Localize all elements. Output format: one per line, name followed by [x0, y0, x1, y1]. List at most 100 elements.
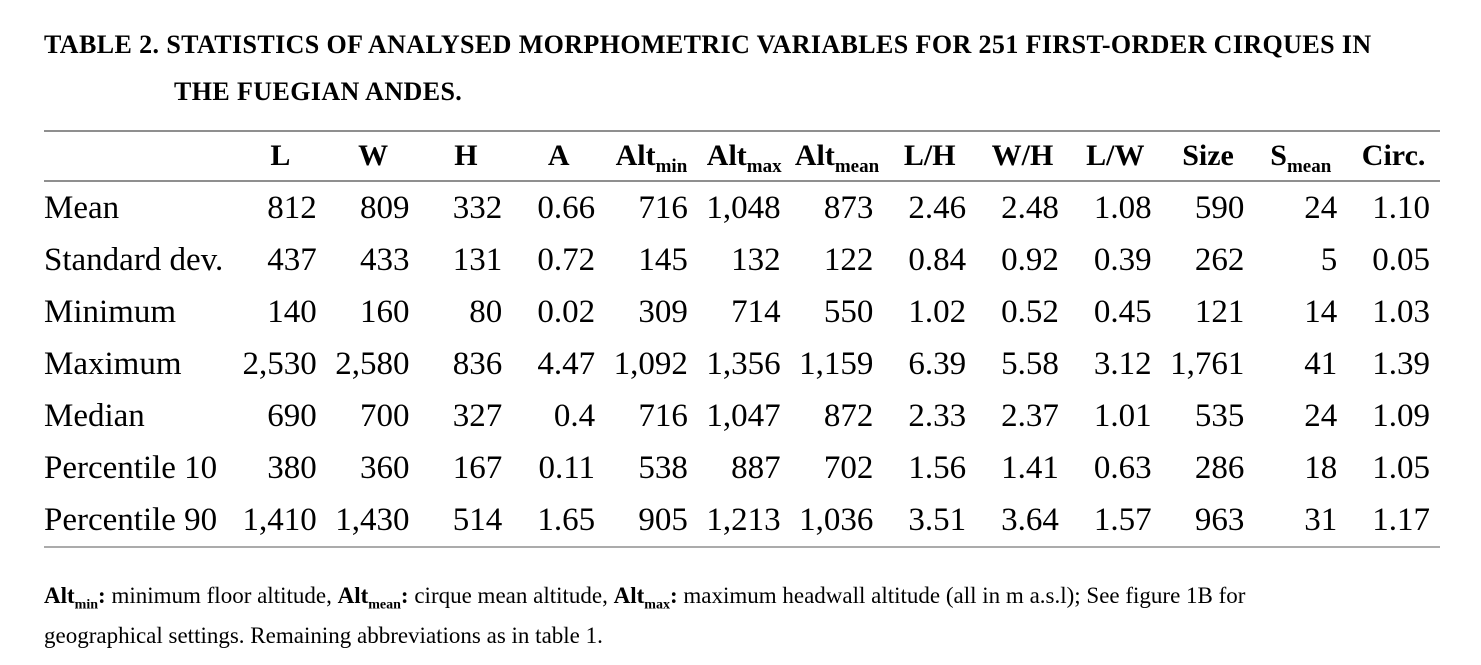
value-cell: 1.39	[1372, 345, 1430, 382]
column-header-subscript: min	[655, 156, 688, 177]
value-cell: 262	[1194, 241, 1245, 278]
value-cell: 3.51	[908, 501, 967, 538]
value-cell: 514	[452, 501, 503, 538]
value-cell: 1.17	[1372, 501, 1430, 538]
value-cell: 332	[452, 189, 503, 226]
column-header-label: Circ.	[1361, 139, 1426, 172]
value-cell: 716	[638, 397, 688, 434]
value-cell: 0.45	[1093, 293, 1152, 330]
value-cell: 1.57	[1093, 501, 1152, 538]
value-cell: 714	[731, 293, 781, 330]
value-cell: 0.02	[537, 293, 596, 330]
column-header-label: Size	[1182, 139, 1234, 172]
column-header: H	[419, 131, 513, 182]
value-cell: 433	[360, 241, 410, 278]
row-label: Percentile 90	[44, 501, 218, 538]
column-header: L	[234, 131, 327, 182]
value-cell: 41	[1304, 345, 1338, 382]
column-header-label: W	[358, 139, 389, 172]
value-cell: 145	[638, 241, 688, 278]
table-row: Median 690 700 327 0.4 716 1,047 872 2.33 2.37 1.0…	[44, 390, 1440, 442]
value-cell: 1,092	[613, 345, 688, 382]
column-header-label: L/H	[903, 139, 956, 172]
footnote-text: minimum floor altitude,	[111, 583, 338, 608]
value-cell: 1,430	[335, 501, 410, 538]
column-header-label: Alt	[794, 139, 835, 172]
row-label: Percentile 10	[44, 449, 218, 486]
footnote-term: :	[669, 583, 684, 608]
value-cell: 700	[360, 397, 410, 434]
value-cell: 1,159	[799, 345, 874, 382]
column-header-label: L	[270, 139, 291, 172]
column-header-label: A	[547, 139, 570, 172]
value-cell: 437	[267, 241, 317, 278]
footnote-term: :	[98, 583, 112, 608]
value-cell: 167	[452, 449, 503, 486]
column-header-label: L/W	[1086, 139, 1145, 172]
value-cell: 5	[1320, 241, 1338, 278]
column-header-label: H	[454, 139, 478, 172]
value-cell: 0.39	[1093, 241, 1152, 278]
value-cell: 80	[469, 293, 503, 330]
value-cell: 1.41	[1001, 449, 1059, 486]
corner-cell	[44, 131, 234, 182]
value-cell: 14	[1304, 293, 1338, 330]
row-label: Standard dev.	[44, 241, 224, 278]
footnote-text: maximum headwall altitude (all in m a.s.…	[683, 583, 1246, 608]
value-cell: 3.64	[1001, 501, 1059, 538]
row-label: Median	[44, 397, 145, 434]
value-cell: 131	[452, 241, 503, 278]
value-cell: 873	[823, 189, 874, 226]
value-cell: 1.02	[908, 293, 967, 330]
table-caption-line1: TABLE 2. STATISTICS OF ANALYSED MORPHOME…	[44, 30, 1372, 59]
column-header: Altmin	[605, 131, 698, 182]
column-header: W	[326, 131, 420, 182]
footnote-term: max	[644, 583, 670, 612]
value-cell: 809	[360, 189, 410, 226]
footnote-term: Alt	[337, 583, 369, 608]
column-header: Altmean	[790, 131, 884, 182]
value-cell: 132	[731, 241, 781, 278]
value-cell: 590	[1194, 189, 1245, 226]
value-cell: 1.01	[1093, 397, 1152, 434]
value-cell: 1.05	[1372, 449, 1430, 486]
value-cell: 122	[823, 241, 874, 278]
footnote-term: min	[75, 583, 98, 612]
value-cell: 836	[452, 345, 503, 382]
value-cell: 24	[1304, 189, 1338, 226]
value-cell: 6.39	[908, 345, 967, 382]
value-cell: 1.65	[537, 501, 596, 538]
table-row: Mean 812 809 332 0.66 716 1,048 873 2.46 2.48 1.08…	[44, 181, 1440, 234]
column-header: Smean	[1254, 131, 1348, 182]
header-row: L W H A Altmin Altmax Altmean L/H W/H L/W Size Smea…	[44, 131, 1440, 182]
value-cell: 0.84	[908, 241, 967, 278]
value-cell: 538	[638, 449, 688, 486]
table-row: Minimum 140 160 80 0.02 309 714 550 1.02 0.52 0.45…	[44, 286, 1440, 338]
value-cell: 0.52	[1001, 293, 1059, 330]
value-cell: 2.46	[908, 189, 967, 226]
column-header-subscript: mean	[1286, 156, 1332, 177]
value-cell: 2,580	[335, 345, 410, 382]
value-cell: 1.56	[908, 449, 967, 486]
value-cell: 31	[1304, 501, 1338, 538]
value-cell: 1,213	[706, 501, 781, 538]
value-cell: 1,048	[706, 189, 781, 226]
value-cell: 702	[823, 449, 874, 486]
row-label: Maximum	[44, 345, 182, 382]
value-cell: 1,356	[706, 345, 781, 382]
value-cell: 1,047	[706, 397, 781, 434]
table-caption-line2: THE FUEGIAN ANDES.	[174, 77, 463, 106]
value-cell: 0.05	[1372, 241, 1430, 278]
footnote-term: :	[400, 583, 415, 608]
column-header: Altmax	[697, 131, 791, 182]
footnote-text: cirque mean altitude,	[414, 583, 614, 608]
footnote-subscript: max	[644, 597, 670, 613]
column-header: A	[512, 131, 606, 182]
row-label: Minimum	[44, 293, 177, 330]
value-cell: 2.33	[908, 397, 967, 434]
column-header: L/H	[883, 131, 977, 182]
value-cell: 535	[1194, 397, 1245, 434]
value-cell: 1.09	[1372, 397, 1430, 434]
value-cell: 309	[638, 293, 688, 330]
column-header-label: Alt	[615, 139, 656, 172]
